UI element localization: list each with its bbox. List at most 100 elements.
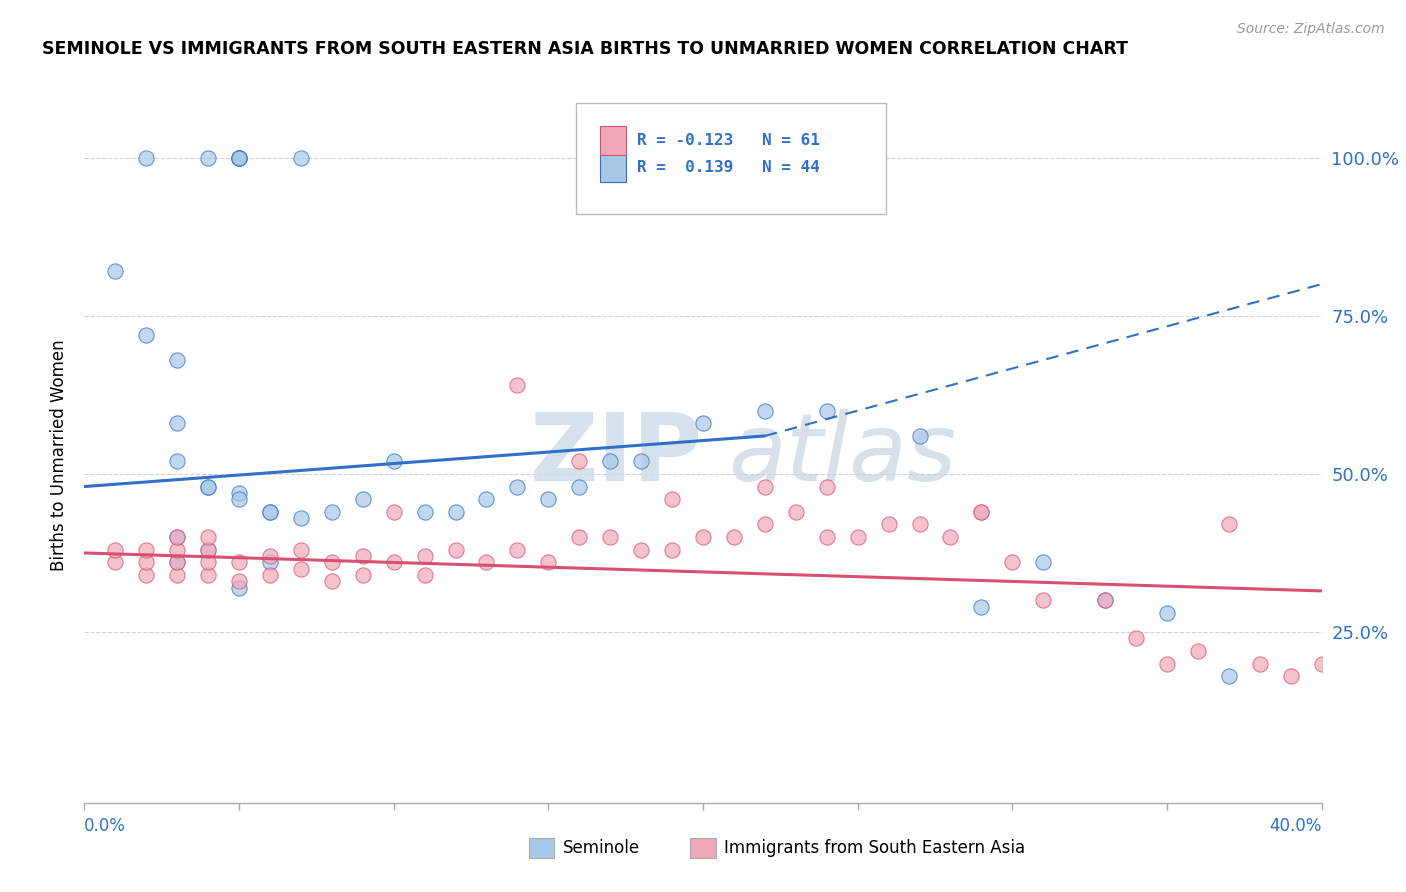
Point (413, 505, 436, 519)
Y-axis label: Births to Unmarried Women: Births to Unmarried Women (49, 339, 67, 571)
Point (228, 486, 250, 500)
Point (197, 479, 219, 493)
Point (599, 454, 621, 468)
Text: 40.0%: 40.0% (1270, 817, 1322, 835)
Point (661, 542, 683, 557)
Point (197, 568, 219, 582)
Point (104, 556, 127, 570)
Point (599, 530, 621, 544)
Point (135, 568, 157, 582)
Point (754, 479, 776, 493)
Point (1032, 556, 1054, 570)
Point (908, 429, 931, 443)
Point (166, 530, 188, 544)
Point (197, 556, 219, 570)
Point (166, 568, 188, 582)
Point (290, 562, 312, 576)
Point (815, 403, 838, 417)
Point (1094, 593, 1116, 607)
Point (197, 479, 219, 493)
Point (197, 542, 219, 557)
Point (228, 574, 250, 589)
Point (1156, 657, 1178, 671)
Point (321, 505, 343, 519)
Point (352, 492, 374, 507)
Point (815, 479, 838, 493)
Point (846, 530, 869, 544)
Point (166, 454, 188, 468)
Text: SEMINOLE VS IMMIGRANTS FROM SOUTH EASTERN ASIA BIRTHS TO UNMARRIED WOMEN CORRELA: SEMINOLE VS IMMIGRANTS FROM SOUTH EASTER… (42, 40, 1128, 58)
Text: Source: ZipAtlas.com: Source: ZipAtlas.com (1237, 22, 1385, 37)
Text: ZIP: ZIP (530, 409, 703, 501)
Text: Immigrants from South Eastern Asia: Immigrants from South Eastern Asia (724, 839, 1025, 857)
Point (166, 556, 188, 570)
Point (413, 549, 436, 563)
Point (382, 454, 405, 468)
Point (630, 542, 652, 557)
Point (908, 517, 931, 532)
Point (135, 542, 157, 557)
Point (1218, 669, 1240, 683)
Point (723, 530, 745, 544)
Point (166, 353, 188, 368)
Point (166, 530, 188, 544)
Point (939, 530, 962, 544)
Point (1094, 593, 1116, 607)
Point (568, 454, 591, 468)
Point (197, 530, 219, 544)
Point (970, 599, 993, 614)
Point (568, 479, 591, 493)
Point (630, 454, 652, 468)
Point (568, 530, 591, 544)
Point (1187, 644, 1209, 658)
Point (352, 549, 374, 563)
Point (290, 542, 312, 557)
Point (259, 549, 281, 563)
Point (1310, 657, 1333, 671)
Point (506, 378, 529, 392)
Point (104, 542, 127, 557)
Point (259, 568, 281, 582)
Point (1001, 556, 1024, 570)
Point (692, 417, 714, 431)
Point (228, 556, 250, 570)
Point (228, 151, 250, 165)
Point (1125, 632, 1147, 646)
Point (228, 151, 250, 165)
Point (259, 505, 281, 519)
Point (785, 505, 807, 519)
Point (444, 505, 467, 519)
Point (754, 403, 776, 417)
Point (104, 264, 127, 278)
Text: R = -0.123   N = 61: R = -0.123 N = 61 (637, 133, 820, 148)
Point (877, 517, 900, 532)
Point (692, 530, 714, 544)
Point (228, 581, 250, 595)
Point (135, 151, 157, 165)
Point (228, 151, 250, 165)
Point (228, 151, 250, 165)
Point (166, 417, 188, 431)
Point (537, 492, 560, 507)
Point (166, 556, 188, 570)
Point (475, 492, 498, 507)
Point (1218, 517, 1240, 532)
Point (228, 492, 250, 507)
Point (290, 151, 312, 165)
Point (970, 505, 993, 519)
Point (444, 542, 467, 557)
Point (661, 492, 683, 507)
Point (352, 568, 374, 582)
Point (321, 574, 343, 589)
Point (1032, 593, 1054, 607)
Point (290, 511, 312, 525)
Point (506, 479, 529, 493)
Point (259, 505, 281, 519)
Point (382, 505, 405, 519)
Point (321, 556, 343, 570)
Point (1249, 657, 1271, 671)
Point (970, 505, 993, 519)
Point (382, 556, 405, 570)
Point (197, 151, 219, 165)
Point (1279, 669, 1302, 683)
